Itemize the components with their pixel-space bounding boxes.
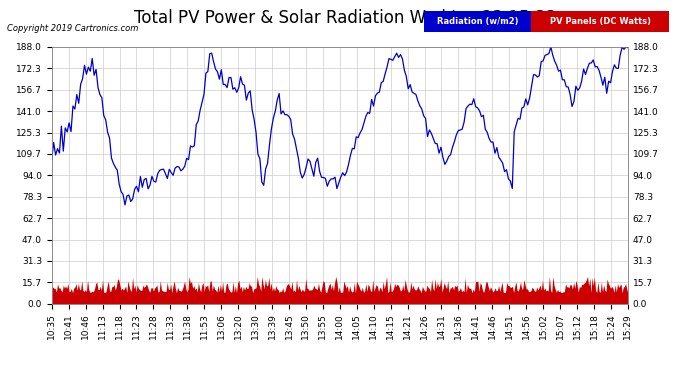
Text: Copyright 2019 Cartronics.com: Copyright 2019 Cartronics.com (7, 24, 138, 33)
Text: PV Panels (DC Watts): PV Panels (DC Watts) (550, 17, 651, 26)
Text: Radiation (w/m2): Radiation (w/m2) (437, 17, 519, 26)
Text: Total PV Power & Solar Radiation Wed Jan 23 15:33: Total PV Power & Solar Radiation Wed Jan… (134, 9, 556, 27)
